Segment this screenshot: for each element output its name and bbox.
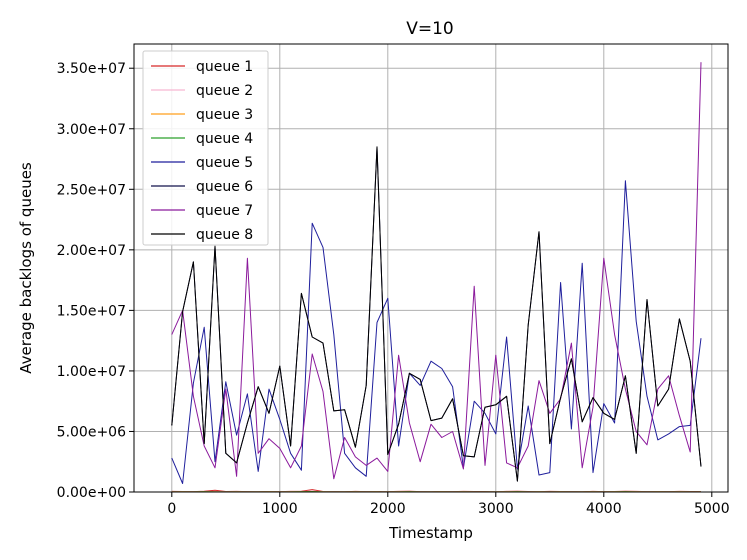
legend-label-1: queue 1 <box>196 59 253 75</box>
y-tick-label: 3.00e+07 <box>57 122 126 138</box>
legend-label-8: queue 8 <box>196 227 253 243</box>
y-tick-label: 5.00e+06 <box>57 424 126 440</box>
x-tick-label: 2000 <box>370 501 406 517</box>
legend-label-7: queue 7 <box>196 203 253 219</box>
y-tick-label: 1.50e+07 <box>57 303 126 319</box>
y-tick-label: 1.00e+07 <box>57 364 126 380</box>
x-axis-label: Timestamp <box>388 524 473 542</box>
x-tick-label: 4000 <box>586 501 622 517</box>
legend-box <box>142 50 269 246</box>
y-tick-label: 3.50e+07 <box>57 61 126 77</box>
series-line-5 <box>171 180 702 484</box>
plot-frame <box>133 43 729 493</box>
y-tick-label: 2.00e+07 <box>57 243 126 259</box>
x-tick-label: 1000 <box>262 501 298 517</box>
y-tick-label: 2.50e+07 <box>57 182 126 198</box>
legend-label-5: queue 5 <box>196 155 253 171</box>
series-line-8 <box>171 146 702 482</box>
legend: queue 1 queue 2 queue 3 queue 4 queue 5 queue… <box>142 50 269 246</box>
y-axis-label: Average backlogs of queues <box>17 162 35 374</box>
legend-label-2: queue 2 <box>196 83 253 99</box>
y-tick-label: 0.00e+00 <box>57 485 126 501</box>
axis-ticks: 0 1000 2000 3000 4000 5000 0.00e+00 5.00e+06 1.0… <box>57 61 730 517</box>
x-tick-label: 3000 <box>478 501 514 517</box>
series-line-7 <box>171 62 702 480</box>
legend-label-4: queue 4 <box>196 131 253 147</box>
x-tick-label: 0 <box>167 501 176 517</box>
legend-label-6: queue 6 <box>196 179 253 195</box>
chart-title: V=10 <box>406 19 454 39</box>
legend-label-3: queue 3 <box>196 107 253 123</box>
x-tick-label: 5000 <box>694 501 730 517</box>
